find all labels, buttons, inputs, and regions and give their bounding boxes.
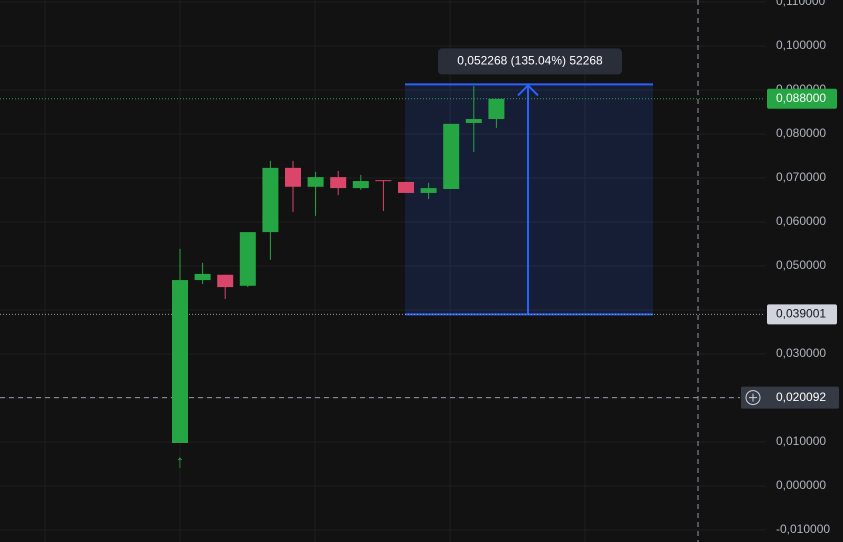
crosshair-plus-sign [749, 393, 757, 402]
y-tick-label: 0,010000 [776, 434, 826, 448]
candle-body [307, 177, 324, 187]
y-tick-label: 0,050000 [776, 258, 826, 272]
candle-body [194, 273, 211, 281]
candle-body [443, 123, 460, 189]
candle-body [465, 119, 482, 123]
measure-arrowhead [517, 83, 539, 97]
y-tick-label: 0,110000 [776, 0, 825, 8]
candle-body [217, 274, 234, 288]
y-tick-label: 0,060000 [776, 214, 826, 228]
crosshair-tag [741, 386, 839, 409]
candle-body [398, 181, 414, 193]
signal-marker: ↑ [176, 452, 185, 472]
last-price-tag [767, 88, 837, 109]
candle-body [172, 280, 188, 443]
candle-body [239, 232, 256, 286]
measure-tooltip: 0,052268 (135.04%) 52268 [457, 54, 603, 68]
candle-body [352, 181, 369, 189]
last-price-label: 0,088000 [776, 91, 826, 105]
candle-body [488, 98, 505, 120]
y-tick-label: 0,080000 [776, 126, 826, 140]
level-label: 0,039001 [776, 307, 826, 321]
candle-body [330, 177, 347, 189]
y-tick-label: 0,030000 [776, 346, 826, 360]
candle-body [285, 167, 301, 187]
y-tick-label: 0,100000 [776, 38, 826, 52]
candle-body [420, 188, 437, 193]
y-tick-label: 0,070000 [776, 170, 826, 184]
level-tag [767, 304, 837, 325]
y-tick-label: -0,010000 [776, 522, 830, 536]
measure-tooltip-bg [438, 48, 622, 75]
crosshair-label: 0,020092 [776, 390, 826, 404]
candle-body [375, 180, 392, 182]
y-tick-label: 0,000000 [776, 478, 826, 492]
candle-body [262, 167, 279, 233]
crosshair-plus[interactable] [745, 390, 761, 406]
